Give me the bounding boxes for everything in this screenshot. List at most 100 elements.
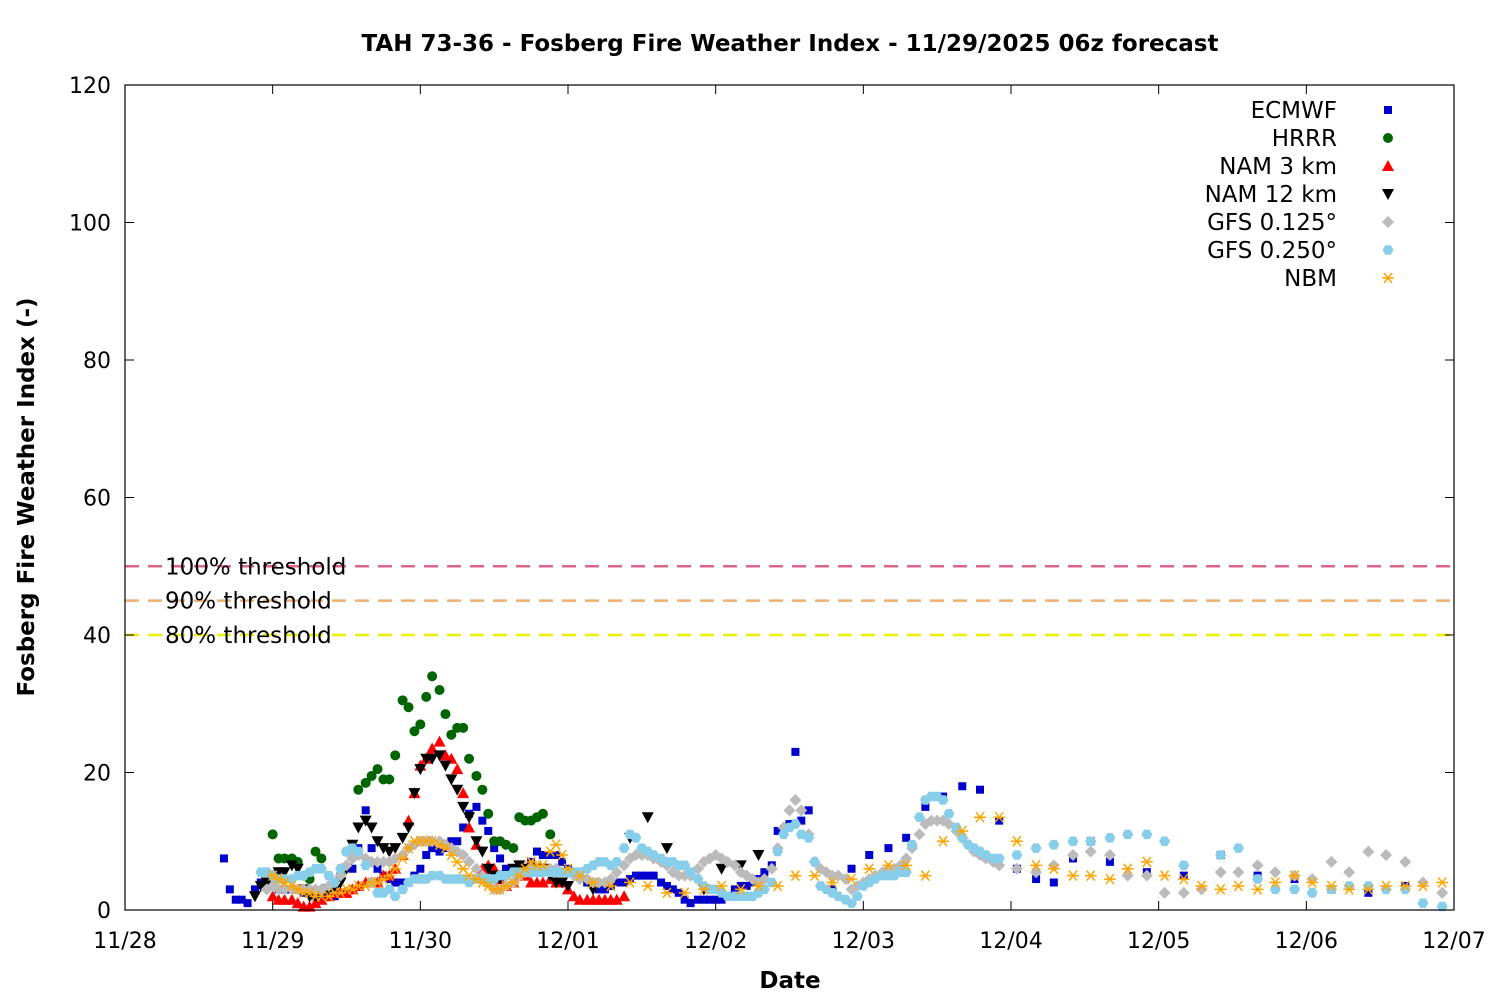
data-point — [993, 811, 1006, 823]
data-point — [254, 880, 267, 892]
data-point — [472, 802, 481, 811]
data-point — [937, 835, 950, 847]
data-point — [678, 887, 691, 899]
data-point — [1067, 870, 1080, 882]
plot-frame — [124, 84, 1455, 911]
data-point — [1048, 839, 1060, 850]
data-point — [1436, 886, 1449, 899]
data-point — [536, 876, 549, 888]
data-point — [863, 863, 876, 875]
data-point — [1252, 874, 1264, 884]
data-point — [958, 782, 967, 791]
data-point — [1251, 859, 1264, 872]
data-point — [453, 837, 462, 846]
data-point — [752, 880, 765, 892]
data-point — [742, 881, 751, 890]
data-point — [291, 863, 304, 875]
data-point — [773, 826, 782, 835]
data-point — [1362, 845, 1375, 858]
threshold-label: 100% threshold — [165, 554, 346, 580]
data-point — [1399, 855, 1412, 868]
data-point — [482, 863, 495, 875]
data-point — [1306, 888, 1318, 898]
data-point — [403, 702, 414, 713]
data-point — [463, 821, 476, 833]
data-point — [1269, 877, 1282, 888]
legend-label: GFS 0.125° — [1207, 210, 1337, 236]
data-point — [734, 883, 747, 895]
data-point — [451, 784, 464, 796]
data-point — [397, 884, 409, 895]
data-point — [1251, 883, 1264, 895]
data-point — [1177, 873, 1190, 885]
data-point — [433, 750, 446, 762]
x-tick-label: 12/01 — [536, 929, 599, 954]
data-point — [532, 847, 541, 856]
data-point — [250, 885, 259, 894]
data-point — [508, 843, 519, 854]
legend-label: NAM 12 km — [1205, 182, 1337, 208]
data-point — [1232, 880, 1245, 892]
data-point — [847, 864, 856, 873]
data-point — [237, 895, 246, 904]
x-axis: 11/28 11/29 11/30 12/01 12/02 12/03 12/04 12/05… — [93, 85, 1486, 954]
data-point — [1010, 835, 1023, 847]
data-point — [285, 860, 298, 872]
data-point — [699, 895, 708, 904]
data-point — [558, 857, 567, 866]
y-axis: 0 20 40 60 80 100 120 — [69, 74, 1454, 924]
data-point — [1030, 866, 1043, 879]
data-point — [1306, 877, 1319, 888]
data-point — [383, 884, 395, 895]
y-tick-label: 100 — [69, 212, 111, 237]
data-point — [711, 895, 720, 904]
data-point — [464, 753, 475, 764]
data-point — [808, 870, 821, 882]
data-point — [760, 868, 769, 877]
legend-marker — [1384, 106, 1392, 114]
data-point — [365, 822, 378, 834]
data-point — [1269, 866, 1282, 879]
data-point — [1067, 849, 1080, 861]
data-point — [396, 852, 409, 864]
legend-label: HRRR — [1272, 126, 1337, 152]
legend-marker — [1382, 216, 1394, 228]
data-point — [231, 895, 240, 904]
data-point — [728, 859, 741, 872]
x-axis-label: Date — [759, 968, 820, 994]
data-point — [643, 871, 652, 880]
data-point — [692, 874, 704, 884]
data-point — [415, 719, 426, 730]
data-point — [371, 836, 384, 848]
data-point — [219, 854, 228, 863]
data-point — [1103, 849, 1116, 861]
threshold-lines: 100% threshold 90% threshold 80% threshold — [125, 554, 1454, 649]
data-point — [484, 826, 493, 835]
data-point — [513, 860, 526, 872]
data-point — [470, 862, 483, 875]
data-point — [409, 726, 420, 737]
data-point — [618, 843, 630, 853]
data-point — [1325, 855, 1338, 868]
data-point — [641, 880, 654, 892]
data-point — [433, 735, 446, 747]
data-point — [1343, 881, 1355, 891]
data-point — [391, 878, 400, 887]
data-point — [390, 750, 401, 761]
legend-marker — [1382, 189, 1394, 200]
data-point — [451, 763, 464, 775]
series-6 — [266, 811, 1449, 902]
data-point — [478, 816, 487, 825]
data-point — [1232, 866, 1245, 879]
data-point — [1325, 884, 1337, 895]
data-point — [693, 895, 702, 904]
data-point — [348, 864, 357, 873]
data-point — [679, 860, 691, 871]
data-point — [809, 857, 821, 867]
legend-label: ECMWF — [1251, 98, 1337, 124]
data-point — [562, 863, 574, 875]
legend-marker — [1382, 245, 1394, 255]
legend-label: GFS 0.250° — [1207, 238, 1337, 264]
data-point — [309, 897, 322, 909]
